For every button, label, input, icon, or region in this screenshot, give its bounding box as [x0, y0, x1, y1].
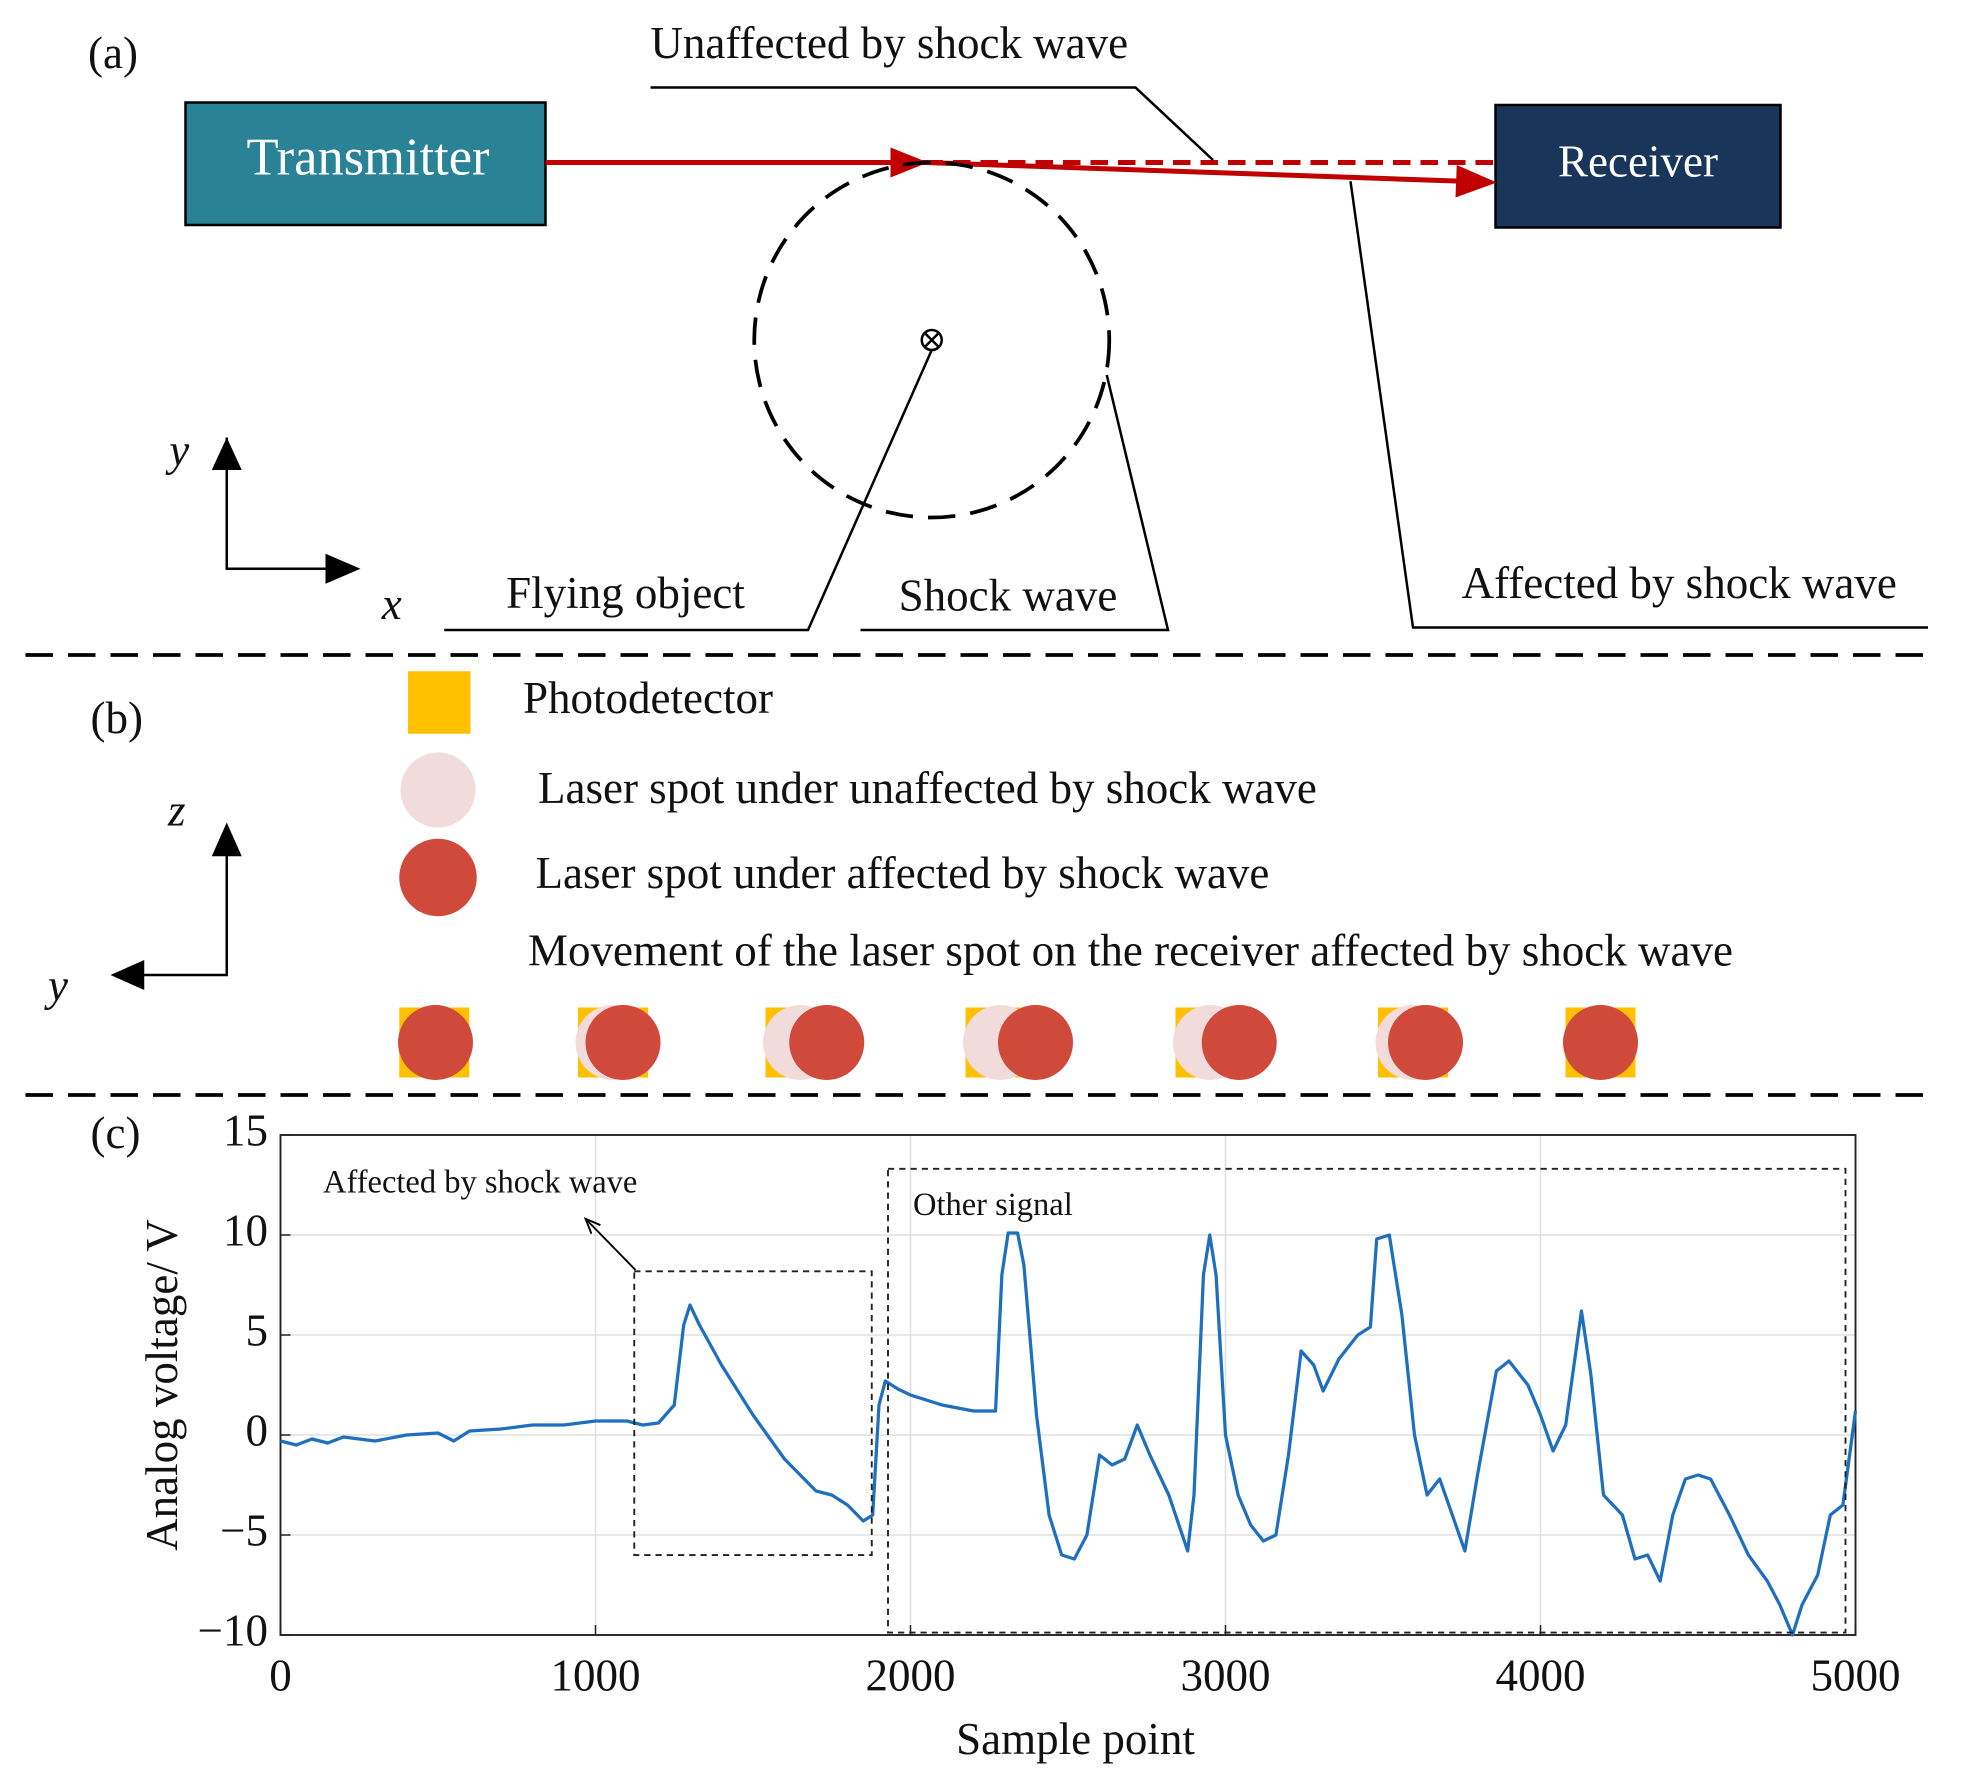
leader-line — [444, 349, 933, 632]
arrow-heads — [211, 437, 361, 584]
leader-line — [860, 374, 1170, 632]
affected-spot — [585, 1005, 661, 1080]
y-axis-label: Analog voltage/ V — [137, 1219, 187, 1551]
annotation: Affected by shock wave — [1462, 558, 1897, 608]
plot-frame — [279, 1134, 1857, 1636]
arrow-head — [1455, 165, 1497, 198]
affected-spot — [998, 1005, 1073, 1080]
panel-b: (b) Photodetector Laser spot under unaff… — [44, 671, 1733, 1080]
receiver-label: Receiver — [1558, 137, 1718, 187]
receiver-box — [1494, 103, 1782, 229]
panel-label: (b) — [91, 693, 143, 743]
axis-letter: z — [167, 785, 186, 835]
x-tick-label: 5000 — [1811, 1650, 1901, 1700]
annotation: Flying object — [506, 568, 745, 618]
panel-label: (a) — [88, 28, 138, 78]
affected-spot — [1201, 1005, 1277, 1080]
transmitter-label: Transmitter — [246, 129, 490, 187]
legend-text: Laser spot under unaffected by shock wav… — [538, 763, 1317, 813]
annotation: Shock wave — [899, 570, 1118, 620]
y-tick-label: 0 — [246, 1405, 269, 1455]
leader-line — [650, 86, 1214, 161]
transmitter-box — [184, 101, 547, 227]
panel-label: (c) — [91, 1108, 141, 1158]
annotation: Other signal — [913, 1187, 1073, 1223]
x-tick-label: 3000 — [1181, 1650, 1271, 1700]
legend-photodetector — [408, 671, 471, 734]
movement-title: Movement of the laser spot on the receiv… — [528, 925, 1733, 975]
axes-arrows — [225, 437, 357, 570]
flying-object-cross — [923, 331, 941, 349]
panel-a: (a) Transmitter Receiver Unaffected by s… — [88, 18, 1928, 632]
annotation-box — [633, 1270, 873, 1556]
x-tick-label: 1000 — [551, 1650, 641, 1700]
arrow-heads — [110, 822, 242, 990]
panel-c: (c) Sample point Analog voltage/ V 0 1000… — [91, 1105, 1901, 1764]
annotation-arrow — [586, 1219, 637, 1271]
affected-spot — [1563, 1005, 1638, 1080]
x-tick-label: 2000 — [866, 1650, 956, 1700]
legend-text: Laser spot under affected by shock wave — [536, 848, 1270, 898]
y-tick-label: −10 — [198, 1605, 268, 1655]
annotation: Unaffected by shock wave — [650, 18, 1128, 68]
legend-text: Photodetector — [523, 673, 773, 723]
legend-unaffected-spot — [400, 752, 476, 828]
affected-spot — [398, 1005, 473, 1080]
x-tick-label: 0 — [269, 1650, 292, 1700]
axis-letter: x — [381, 579, 402, 629]
legend-affected-spot — [399, 838, 477, 917]
affected-beam — [925, 160, 1464, 184]
affected-spot — [1388, 1005, 1463, 1080]
spot-sequence — [398, 1005, 1638, 1080]
annotation: Affected by shock wave — [323, 1164, 637, 1200]
affected-spot — [789, 1005, 865, 1080]
axes-arrows — [119, 831, 228, 977]
y-tick-label: 10 — [223, 1205, 268, 1255]
y-tick-label: −5 — [220, 1505, 268, 1555]
axis-letter: y — [44, 960, 68, 1010]
annotation-box — [887, 1167, 1847, 1634]
x-axis-label: Sample point — [956, 1714, 1195, 1764]
data-line — [280, 1231, 1858, 1637]
axis-letter: y — [165, 425, 189, 475]
leader-line — [1349, 181, 1928, 629]
shock-wave — [752, 160, 1112, 520]
x-tick-label: 4000 — [1496, 1650, 1586, 1700]
y-tick-label: 5 — [246, 1305, 269, 1355]
y-tick-label: 15 — [223, 1105, 268, 1155]
